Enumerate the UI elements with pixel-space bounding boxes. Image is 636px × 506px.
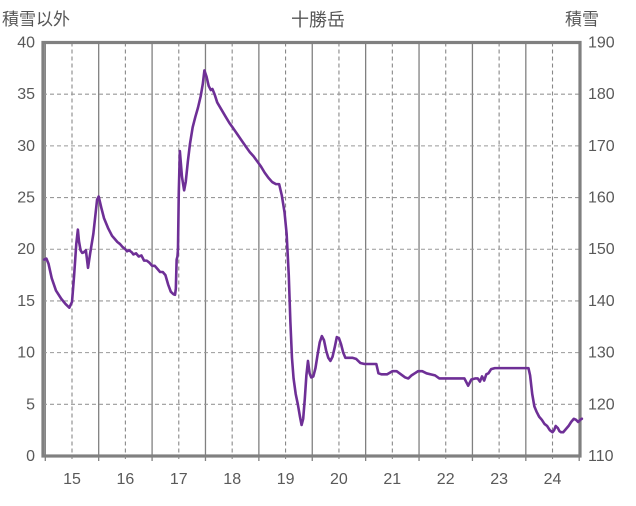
svg-text:23: 23 — [490, 471, 508, 488]
svg-text:30: 30 — [17, 138, 35, 155]
svg-text:22: 22 — [437, 471, 455, 488]
svg-text:16: 16 — [117, 471, 135, 488]
svg-text:140: 140 — [588, 293, 615, 310]
svg-text:120: 120 — [588, 396, 615, 413]
svg-text:0: 0 — [26, 448, 35, 465]
svg-text:110: 110 — [588, 448, 614, 465]
svg-text:21: 21 — [383, 471, 401, 488]
svg-text:18: 18 — [223, 471, 241, 488]
svg-text:40: 40 — [17, 35, 35, 52]
svg-text:20: 20 — [330, 471, 348, 488]
svg-text:15: 15 — [63, 471, 81, 488]
svg-text:20: 20 — [17, 241, 35, 258]
svg-text:10: 10 — [17, 345, 35, 362]
svg-text:24: 24 — [544, 471, 562, 488]
svg-text:160: 160 — [588, 190, 615, 207]
svg-text:17: 17 — [170, 471, 188, 488]
svg-text:15: 15 — [17, 293, 35, 310]
svg-text:180: 180 — [588, 86, 615, 103]
svg-text:19: 19 — [277, 471, 295, 488]
svg-text:5: 5 — [26, 396, 35, 413]
svg-text:25: 25 — [17, 190, 35, 207]
svg-text:130: 130 — [588, 345, 615, 362]
svg-text:170: 170 — [588, 138, 615, 155]
svg-text:35: 35 — [17, 86, 35, 103]
svg-text:190: 190 — [588, 35, 615, 52]
svg-text:150: 150 — [588, 241, 615, 258]
